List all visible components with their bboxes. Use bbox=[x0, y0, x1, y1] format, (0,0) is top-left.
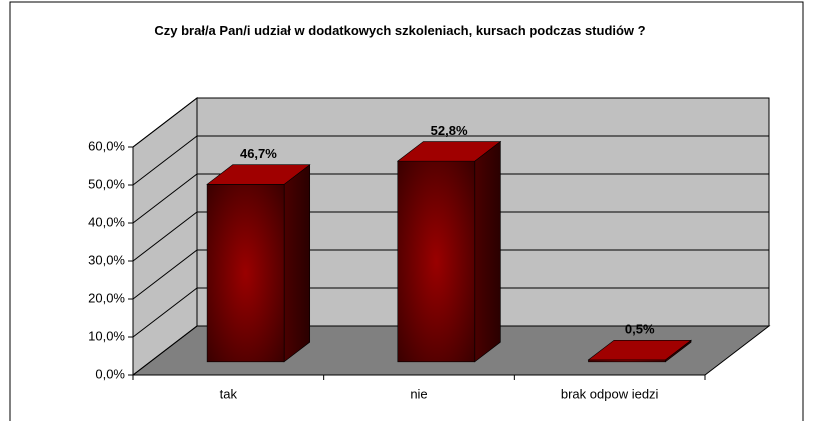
y-tick-label: 30,0% bbox=[88, 252, 125, 267]
x-tick-label: brak odpow iedzi bbox=[561, 386, 659, 401]
value-label: 46,7% bbox=[240, 146, 277, 161]
chart-title: Czy brał/a Pan/i udział w dodatkowych sz… bbox=[154, 23, 646, 38]
grid-line bbox=[132, 173, 769, 224]
bar-top bbox=[396, 141, 502, 162]
bar-side bbox=[283, 164, 311, 363]
x-tick-label: tak bbox=[220, 386, 238, 401]
grid-line bbox=[132, 97, 769, 148]
bar bbox=[587, 339, 692, 363]
y-tick-label: 20,0% bbox=[88, 290, 125, 305]
grid-line bbox=[132, 211, 769, 262]
y-tick-label: 10,0% bbox=[88, 328, 125, 343]
y-tick-label: 50,0% bbox=[88, 176, 125, 191]
grid-line bbox=[132, 325, 769, 376]
bar-front bbox=[206, 184, 285, 363]
chart-border bbox=[9, 1, 804, 421]
y-tick-label: 40,0% bbox=[88, 214, 125, 229]
bar-side bbox=[474, 140, 501, 363]
grid-line bbox=[132, 249, 769, 300]
x-tick-label: nie bbox=[410, 386, 427, 401]
grid-line bbox=[132, 287, 769, 338]
bar-top bbox=[587, 339, 692, 361]
value-label: 0,5% bbox=[625, 322, 655, 337]
bar-top bbox=[206, 164, 311, 185]
grid-line bbox=[132, 135, 769, 186]
y-tick-label: 0,0% bbox=[95, 366, 125, 381]
bar bbox=[206, 164, 311, 363]
bar-front bbox=[397, 160, 476, 363]
bar bbox=[396, 140, 502, 363]
y-tick-label: 60,0% bbox=[88, 138, 125, 153]
value-label: 52,8% bbox=[431, 123, 468, 138]
